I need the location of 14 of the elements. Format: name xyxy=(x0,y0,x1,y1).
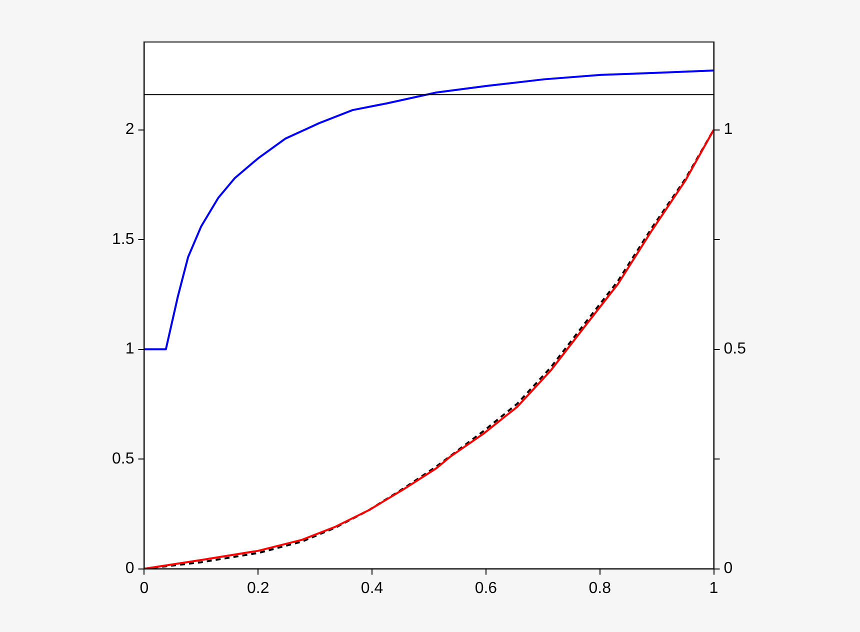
y-tick-label: 0.5 xyxy=(112,450,134,468)
y2-tick-label: 1 xyxy=(724,121,733,138)
x-tick-label: 0 xyxy=(140,580,149,597)
y2-tick-label: 0 xyxy=(724,560,733,578)
x-tick-label: 0.4 xyxy=(360,580,384,597)
x-tick-label: 0.8 xyxy=(588,580,612,597)
y-tick-label: 2 xyxy=(125,121,134,138)
y2-tick-label: 0.5 xyxy=(724,340,746,358)
y-tick-label: 0 xyxy=(125,560,134,578)
x-tick-label: 0.6 xyxy=(474,580,498,597)
y-tick-label: 1.5 xyxy=(112,230,134,248)
x-tick-label: 0.2 xyxy=(247,580,270,597)
y-tick-label: 1 xyxy=(125,340,134,358)
x-tick-label: 1 xyxy=(709,580,718,597)
